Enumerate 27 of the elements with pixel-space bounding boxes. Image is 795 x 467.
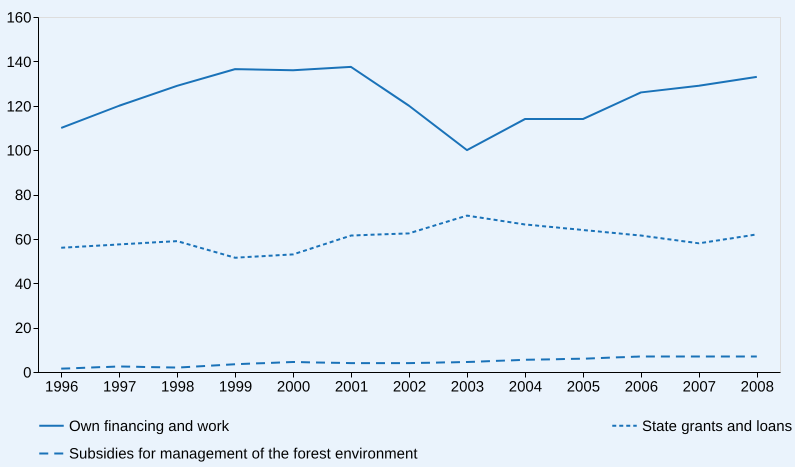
- x-tick-label: 2004: [508, 378, 542, 396]
- x-tick-label: 1996: [45, 378, 78, 396]
- x-tick-label: 2001: [334, 378, 368, 396]
- y-tick-label: 40: [14, 276, 32, 293]
- y-tick-label: 20: [14, 320, 32, 338]
- y-tick-label: 80: [14, 187, 32, 204]
- line-series: [60, 66, 758, 152]
- y-tick-label: 120: [6, 98, 32, 116]
- legend-label: Subsidies for management of the forest environment: [69, 446, 418, 462]
- x-tick-label: 2006: [624, 378, 658, 396]
- x-tick-label: 2003: [450, 378, 484, 396]
- x-tick-label: 2008: [740, 378, 774, 396]
- x-tick-label: 2005: [566, 378, 600, 396]
- x-tick-label: 2000: [276, 378, 310, 396]
- line-series: [60, 355, 758, 370]
- y-tick-label: 100: [6, 142, 32, 160]
- x-tick-label: 1998: [160, 378, 194, 396]
- legend-label: State grants and loans: [642, 418, 792, 435]
- x-tick-label: 1997: [102, 378, 136, 396]
- y-tick-label: 0: [23, 364, 32, 382]
- x-tick-label: 2002: [392, 378, 426, 396]
- y-tick-label: 160: [6, 10, 32, 26]
- x-tick-label: 2007: [682, 378, 716, 396]
- legend-label: Own financing and work: [69, 418, 230, 435]
- y-tick-label: 60: [14, 231, 32, 248]
- x-tick-label: 1999: [218, 378, 252, 396]
- y-tick-label: 140: [6, 54, 32, 71]
